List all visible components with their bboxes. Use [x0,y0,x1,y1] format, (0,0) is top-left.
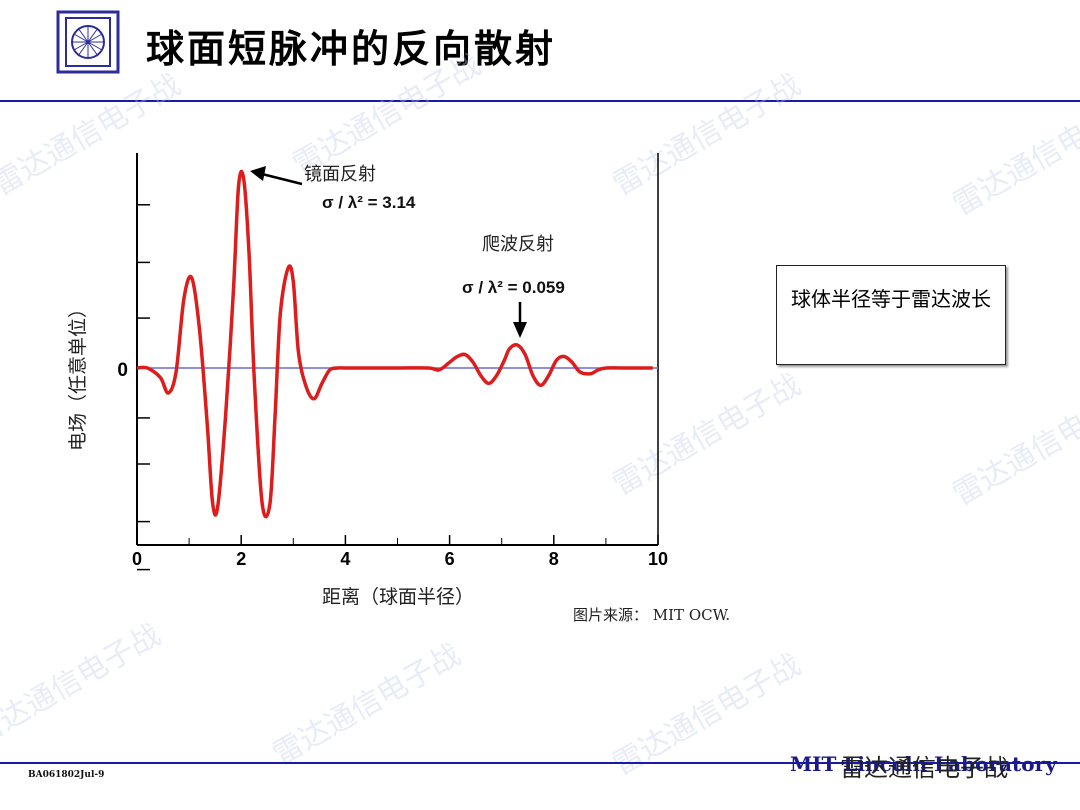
tick-marks [136,204,659,571]
footer-watermark: 雷达通信电子战 [840,754,1008,782]
x-tick-label: 10 [648,549,668,569]
note-text: 球体半径等于雷达波长 [791,287,991,311]
lab-logo [56,10,120,74]
creeping-value: σ / λ² = 0.059 [462,278,565,297]
x-axis-label: 距离（球面半径） [322,586,474,608]
footer-lab-name: MIT Lincoln Laboratory [790,752,1057,776]
x-tick-label: 0 [132,549,142,569]
specular-value: σ / λ² = 3.14 [322,193,416,212]
page-title: 球面短脉冲的反向散射 [146,27,557,71]
creeping-arrowhead [513,322,527,338]
series-line [136,169,653,519]
y-axis-label: 电场（任意单位） [67,299,89,451]
x-tick-label: 4 [340,549,350,569]
y-tick-label-zero: 0 [117,360,128,381]
specular-arrow [261,172,303,186]
image-source: 图片来源： MIT OCW. [573,606,731,624]
note-box: 球体半径等于雷达波长 [776,265,1006,365]
footer-code: BA061802Jul-9 [28,770,105,780]
specular-label: 镜面反射 [304,164,376,185]
creeping-label: 爬波反射 [482,234,554,255]
footer-divider [0,762,1080,764]
x-tick-labels: 0 2 4 6 8 10 [132,549,668,569]
x-tick-label: 8 [549,549,559,569]
x-tick-label: 2 [236,549,246,569]
x-tick-label: 6 [445,549,455,569]
header-divider [0,100,1080,102]
specular-arrowhead [250,166,266,181]
